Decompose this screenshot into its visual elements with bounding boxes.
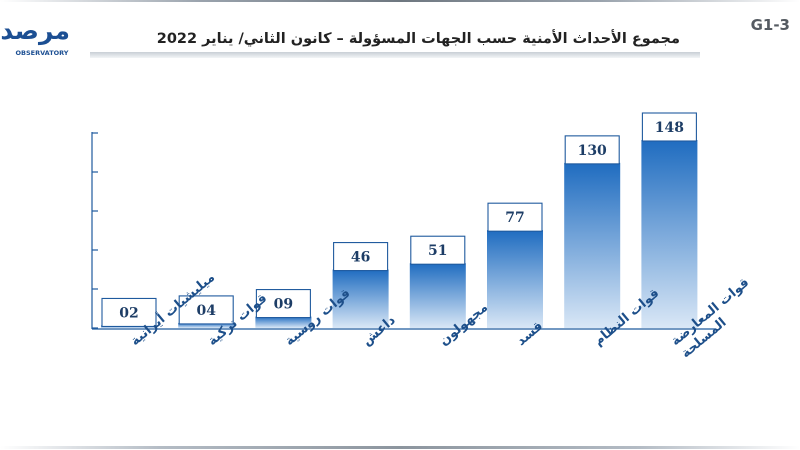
chart-title: مجموع الأحداث الأمنية حسب الجهات المسؤول…: [156, 31, 680, 47]
logo: مرصد OBSERVATORY: [0, 14, 71, 62]
logo-subtitle: OBSERVATORY: [15, 49, 69, 57]
data-label: 09: [274, 297, 293, 313]
data-label-box: [255, 289, 311, 319]
bottom-divider: [0, 446, 800, 449]
bar: [332, 269, 389, 328]
data-label: 77: [505, 210, 524, 226]
title-underline: [90, 52, 700, 58]
logo-wordmark: مرصد: [0, 16, 71, 45]
data-label: 04: [196, 303, 216, 319]
bar: [255, 316, 312, 328]
bar: [178, 322, 235, 328]
data-label: 130: [578, 143, 607, 159]
data-label-box: [564, 135, 620, 165]
data-label-box: [101, 297, 157, 328]
chart-code: G1-3: [750, 16, 790, 34]
data-label: 148: [655, 120, 684, 136]
data-label: 51: [428, 243, 447, 259]
data-label-box: [641, 112, 697, 142]
top-divider: [0, 0, 800, 2]
data-label-box: [333, 242, 389, 272]
data-label: 46: [351, 250, 370, 266]
data-label: 02: [119, 305, 138, 321]
data-label-box: [178, 295, 234, 325]
bar: [409, 263, 466, 328]
data-label-box: [487, 202, 543, 232]
bar: [641, 140, 698, 328]
bar: [487, 230, 543, 328]
bar: [564, 162, 621, 328]
data-label-box: [410, 235, 466, 265]
